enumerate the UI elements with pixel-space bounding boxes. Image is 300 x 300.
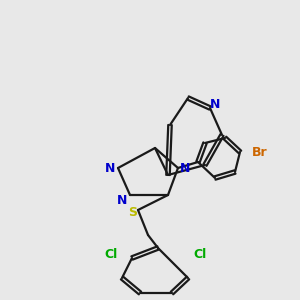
Text: Cl: Cl — [193, 248, 206, 262]
Text: N: N — [180, 161, 190, 175]
Text: N: N — [117, 194, 127, 206]
Text: Cl: Cl — [105, 248, 118, 262]
Text: S: S — [128, 206, 137, 220]
Text: Br: Br — [252, 146, 268, 158]
Text: N: N — [105, 161, 115, 175]
Text: N: N — [210, 98, 220, 112]
